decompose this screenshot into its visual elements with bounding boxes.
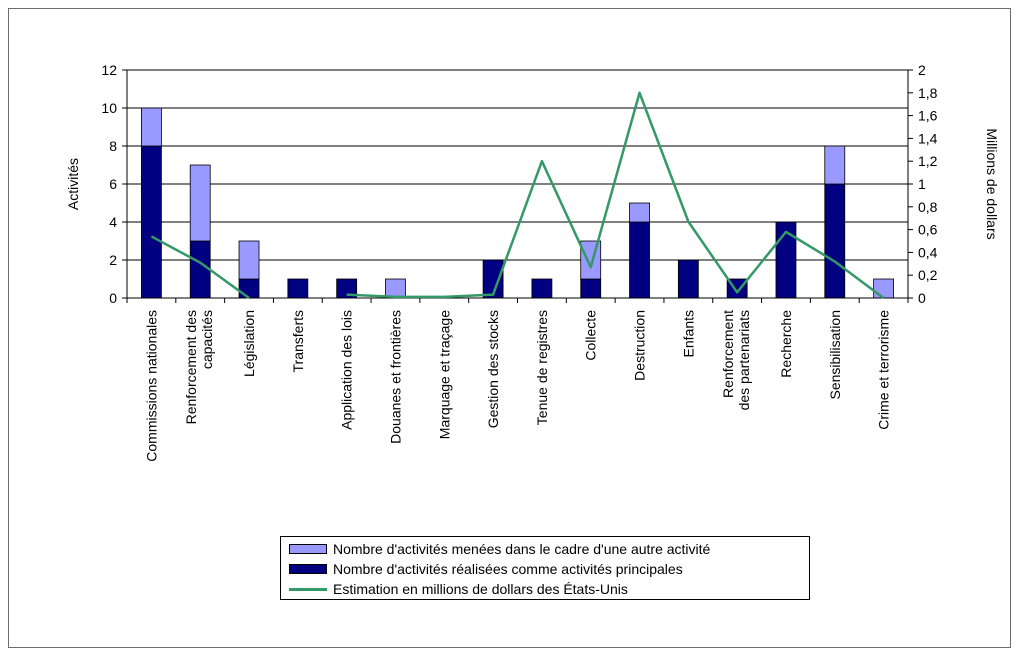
x-tick-label: Crime et terrorisme xyxy=(876,310,892,430)
y-tick-label-right: 1,6 xyxy=(918,108,938,124)
x-tick-label: Sensibilisation xyxy=(827,310,843,400)
x-tick-label: Transferts xyxy=(290,310,306,373)
legend-swatch-secondary xyxy=(289,544,327,554)
bar-main xyxy=(141,145,162,299)
x-tick-label: Recherche xyxy=(778,310,794,378)
bar-secondary xyxy=(824,145,846,185)
bar-secondary xyxy=(141,107,162,147)
chart-legend: Nombre d'activités menées dans le cadre … xyxy=(280,536,810,600)
estimate-line xyxy=(150,235,250,300)
legend-item-secondary: Nombre d'activités menées dans le cadre … xyxy=(289,539,710,559)
estimate-line xyxy=(346,91,885,300)
x-tick-label: Renforcement descapacités xyxy=(183,310,215,424)
x-tick-label: Commissions nationales xyxy=(143,310,159,462)
bar-main xyxy=(580,278,602,299)
bar-secondary xyxy=(189,164,211,242)
bar-main xyxy=(677,259,699,299)
bar-secondary xyxy=(385,278,406,299)
legend-line-estimate xyxy=(289,587,327,591)
y-tick-label-right: 1,4 xyxy=(918,130,938,146)
bar-main xyxy=(531,278,553,299)
y-tick-label-left: 12 xyxy=(101,62,117,78)
y-tick-label-left: 0 xyxy=(109,290,117,306)
y-tick-label-left: 2 xyxy=(109,252,117,268)
x-tick-label: Application des lois xyxy=(339,310,355,430)
legend-item-main: Nombre d'activités réalisées comme activ… xyxy=(289,559,683,579)
y-tick-label-right: 1,8 xyxy=(918,85,938,101)
x-tick-label: Tenue de registres xyxy=(534,310,550,425)
y-tick-label-right: 1,2 xyxy=(918,153,938,169)
x-tick-label: Marquage et traçage xyxy=(436,310,452,439)
y-tick-label-right: 0,6 xyxy=(918,222,938,238)
bar-main xyxy=(824,183,846,299)
x-tick-label: Renforcementdes partenariats xyxy=(720,310,752,411)
y-tick-label-left: 6 xyxy=(109,176,117,192)
bar-main xyxy=(189,240,211,299)
x-tick-label: Législation xyxy=(241,310,257,377)
x-tick-label: Enfants xyxy=(680,310,696,357)
chart-area: 0 2 4 6 8 10 12 0 0,2 0,4 0,6 0,8 1 1,2 1,4 1,6 1,8 2 Acti… xyxy=(65,62,1000,462)
bar-secondary xyxy=(873,278,894,299)
x-tick-label: Gestion des stocks xyxy=(485,310,501,428)
legend-label-estimate: Estimation en millions de dollars des Ét… xyxy=(333,581,628,597)
y-tick-label-right: 0,4 xyxy=(918,244,938,260)
bar-main xyxy=(629,221,650,299)
y-axis-title-right: Millions de dollars xyxy=(984,128,1000,239)
bar-secondary xyxy=(238,240,260,280)
y-tick-label-right: 0 xyxy=(918,290,926,306)
x-tick-label: Douanes et frontières xyxy=(387,310,403,444)
y-tick-label-right: 1 xyxy=(918,176,926,192)
legend-swatch-main xyxy=(289,564,327,574)
bar-secondary xyxy=(629,202,650,223)
y-axis-title-left: Activités xyxy=(65,158,81,210)
bar-main xyxy=(287,278,309,299)
x-tick-label: Collecte xyxy=(583,310,599,361)
bar-main xyxy=(238,278,260,299)
y-tick-label-right: 2 xyxy=(918,62,926,78)
x-tick-label: Destruction xyxy=(632,310,648,381)
y-tick-label-right: 0,2 xyxy=(918,267,938,283)
legend-label-main: Nombre d'activités réalisées comme activ… xyxy=(333,561,683,577)
legend-label-secondary: Nombre d'activités menées dans le cadre … xyxy=(333,541,711,557)
legend-item-estimate: Estimation en millions de dollars des Ét… xyxy=(289,579,628,599)
y-tick-label-left: 8 xyxy=(109,138,117,154)
y-tick-label-left: 4 xyxy=(109,214,117,230)
y-tick-label-left: 10 xyxy=(101,100,117,116)
y-tick-label-right: 0,8 xyxy=(918,199,938,215)
